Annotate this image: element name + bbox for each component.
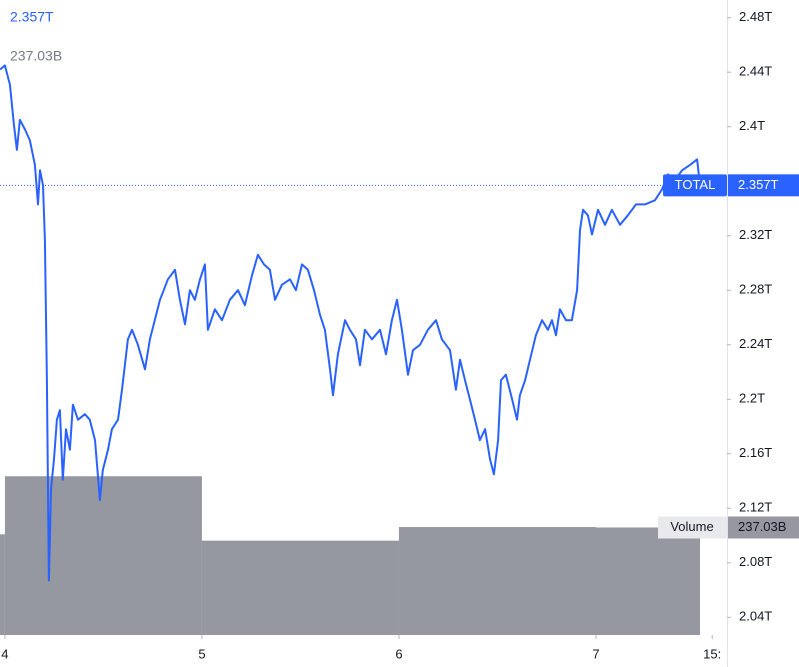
- y-tick-label: 2.4T: [739, 118, 765, 133]
- y-tick-label: 2.44T: [739, 64, 772, 79]
- y-tick-label: 2.12T: [739, 500, 772, 515]
- y-tick-label: 2.28T: [739, 282, 772, 297]
- y-tick-label: 2.16T: [739, 445, 772, 460]
- volume-bar: [595, 527, 701, 635]
- last-value: 2.357T: [10, 9, 54, 25]
- symbol-label: TOTAL: [675, 177, 716, 192]
- x-tick-label: 5: [198, 646, 205, 661]
- x-tick-label: 7: [592, 646, 599, 661]
- volume-bar: [398, 527, 596, 635]
- volume-bar: [0, 534, 5, 635]
- volume-title: Volume: [670, 519, 713, 534]
- volume-label: 237.03B: [738, 519, 786, 534]
- x-tick-label: 15:: [703, 646, 721, 661]
- x-tick-label: 6: [395, 646, 402, 661]
- volume-label-box: [728, 516, 799, 539]
- volume-bar: [201, 540, 399, 635]
- symbol-label-box: [663, 174, 727, 197]
- volume-title-box: [658, 516, 727, 539]
- price-line: [0, 64, 701, 582]
- y-tick-label: 2.48T: [739, 9, 772, 24]
- y-tick-label: 2.2T: [739, 391, 765, 406]
- y-tick-label: 2.04T: [739, 609, 772, 624]
- volume-value: 237.03B: [10, 48, 62, 64]
- y-tick-label: 2.08T: [739, 554, 772, 569]
- volume-bar: [4, 476, 202, 635]
- price-label-box: [728, 174, 799, 197]
- price-label: 2.357T: [738, 177, 779, 192]
- y-tick-label: 2.32T: [739, 227, 772, 242]
- x-tick-label: 4: [1, 646, 8, 661]
- plot-area: [0, 64, 727, 635]
- y-tick-label: 2.24T: [739, 336, 772, 351]
